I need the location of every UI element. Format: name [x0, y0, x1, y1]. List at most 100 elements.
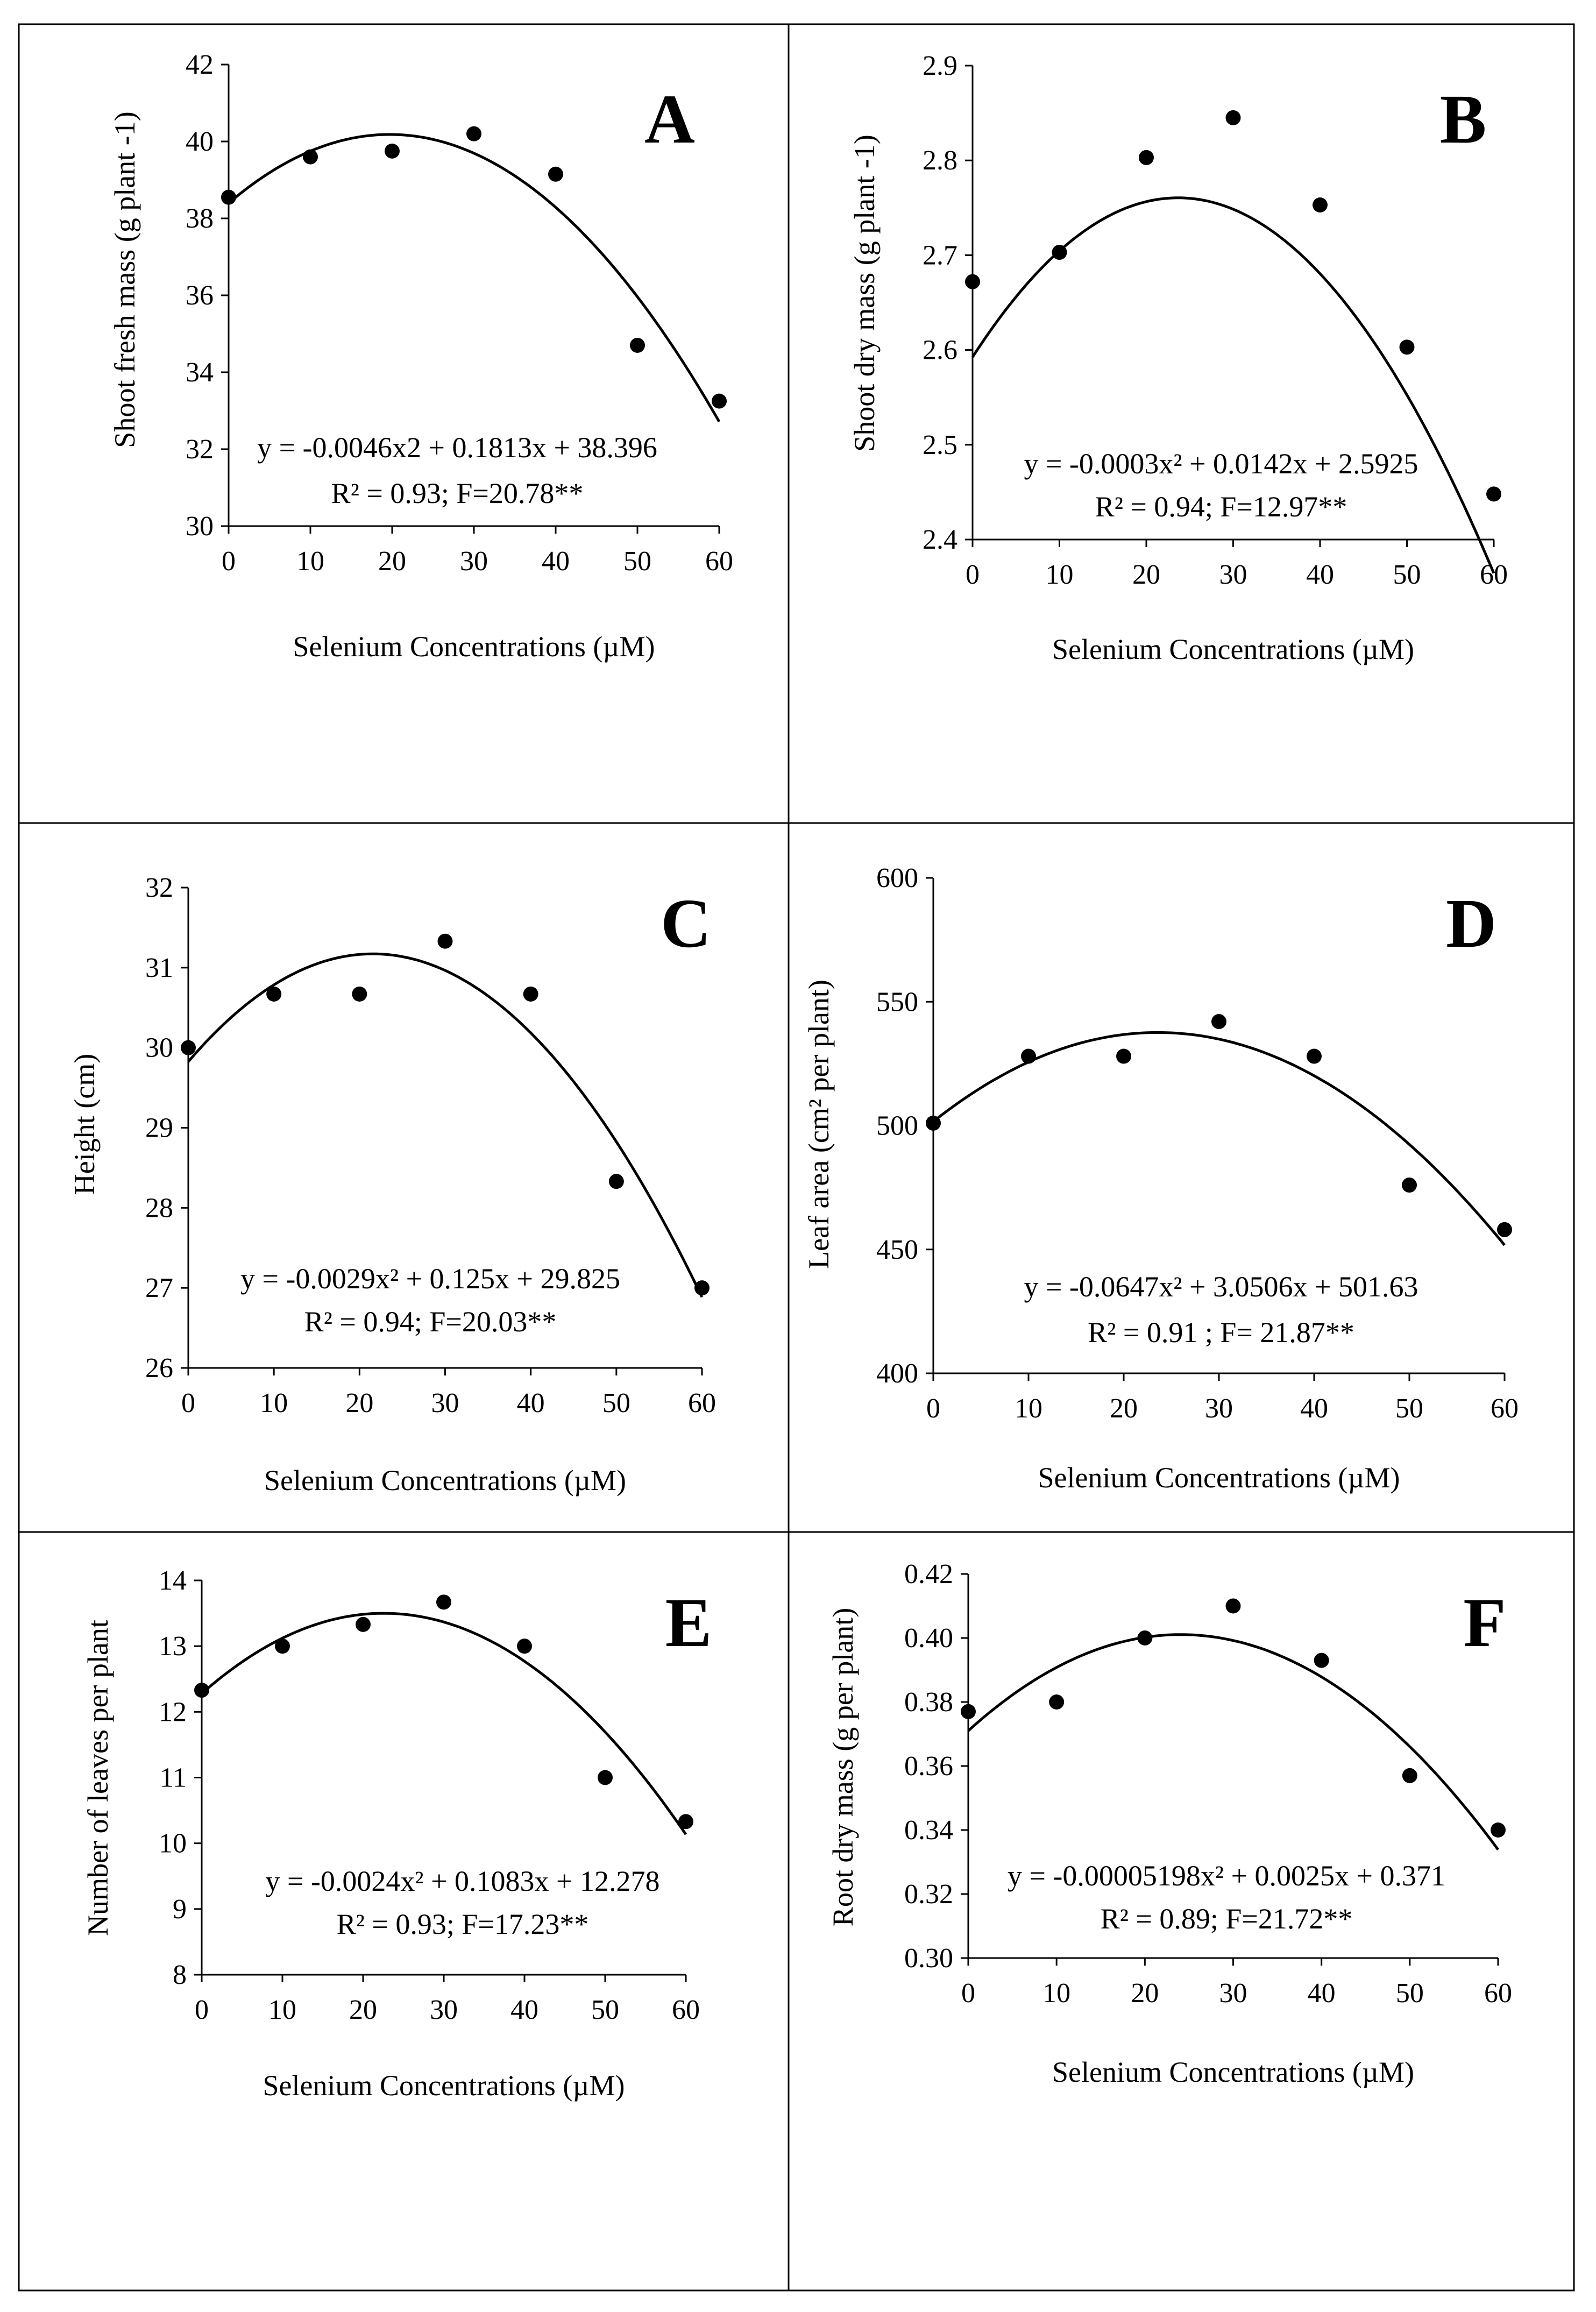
y-axis-title: Shoot dry mass (g plant -1): [848, 134, 881, 451]
y-tick-label: 10: [159, 1828, 187, 1859]
y-axis-title: Leaf area (cm² per plant): [803, 980, 835, 1269]
x-tick-label: 30: [430, 1995, 458, 2025]
data-point: [1049, 1694, 1065, 1710]
y-tick-label: 30: [186, 511, 214, 542]
x-tick-label: 60: [672, 1995, 700, 2025]
data-point: [436, 1594, 451, 1610]
x-axis-title: Selenium Concentrations (µM): [263, 2069, 625, 2102]
data-point: [1052, 245, 1067, 260]
data-point: [1314, 1653, 1329, 1668]
x-axis-title: Selenium Concentrations (µM): [1052, 633, 1414, 665]
y-tick-label: 8: [173, 1960, 187, 1990]
data-point: [1211, 1014, 1226, 1030]
data-point: [608, 1174, 624, 1189]
x-tick-label: 10: [1042, 1978, 1070, 2009]
data-point: [1486, 486, 1501, 502]
trend-curve: [201, 1612, 687, 1835]
y-tick-label: 2.8: [923, 145, 957, 176]
data-point: [1225, 110, 1241, 125]
x-tick-label: 0: [195, 1995, 209, 2025]
y-tick-label: 13: [159, 1631, 187, 1662]
data-point: [275, 1639, 290, 1654]
x-tick-label: 20: [1110, 1393, 1138, 1424]
y-tick-label: 30: [145, 1033, 173, 1063]
y-tick-label: 2.4: [923, 524, 957, 555]
data-point: [1402, 1768, 1417, 1783]
regression-equation: y = -0.0024x² + 0.1083x + 12.278: [265, 1865, 659, 1897]
data-point: [712, 393, 727, 409]
regression-stats: R² = 0.94; F=12.97**: [1095, 491, 1347, 523]
y-axis-title: Shoot fresh mass (g plant -1): [109, 111, 141, 448]
y-tick-label: 2.7: [923, 240, 957, 271]
data-point: [678, 1814, 693, 1829]
y-tick-label: 0.40: [904, 1623, 953, 1654]
data-point: [194, 1683, 209, 1698]
x-tick-label: 40: [510, 1995, 538, 2025]
data-point: [523, 986, 538, 1002]
x-tick-label: 60: [688, 1388, 716, 1419]
regression-stats: R² = 0.93; F=17.23**: [337, 1908, 589, 1940]
chart-panel-f: 0.30 0.32 0.34 0.36 0.38 0.40 0.42 0 10 20 30 40 50 6…: [827, 1559, 1512, 2088]
charts: 30 32 34 36 38 40 42 0 10 20 30 40 50 60 Shoot fresh m…: [68, 49, 1519, 2102]
y-tick-label: 31: [145, 953, 173, 983]
y-tick-label: 36: [186, 280, 214, 311]
data-point: [437, 933, 453, 949]
y-tick-label: 600: [876, 863, 918, 893]
y-tick-label: 0.34: [904, 1815, 953, 1846]
y-tick-label: 29: [145, 1113, 173, 1144]
x-tick-label: 10: [1046, 559, 1074, 590]
x-tick-label: 0: [966, 559, 980, 590]
x-tick-label: 30: [460, 546, 488, 577]
panel-letter: A: [644, 81, 695, 158]
data-point: [1021, 1048, 1036, 1064]
chart-panel-c: 26 27 28 29 30 31 32 0 10 20 30 40 50 60 Height (cm) Se…: [68, 873, 716, 1497]
y-tick-label: 34: [186, 357, 214, 388]
y-tick-label: 38: [186, 203, 214, 234]
x-tick-label: 40: [542, 546, 570, 577]
x-axis-title: Selenium Concentrations (µM): [264, 1464, 626, 1497]
y-tick-label: 42: [186, 49, 214, 80]
panel-letter: E: [665, 1584, 712, 1662]
y-tick-label: 26: [145, 1353, 173, 1384]
x-tick-label: 20: [1132, 559, 1160, 590]
y-tick-label: 2.9: [923, 51, 957, 81]
y-tick-label: 0.32: [904, 1879, 953, 1910]
data-point: [181, 1040, 196, 1055]
trend-curve: [187, 952, 704, 1298]
regression-equation: y = -0.0046x2 + 0.1813x + 38.396: [257, 431, 657, 464]
x-tick-label: 10: [268, 1995, 296, 2025]
x-tick-label: 20: [1131, 1978, 1159, 2009]
data-point: [961, 1704, 976, 1719]
x-axis-title: Selenium Concentrations (µM): [1038, 1462, 1400, 1494]
data-point: [221, 189, 236, 205]
x-tick-label: 40: [517, 1388, 545, 1419]
y-tick-label: 550: [876, 987, 918, 1017]
x-tick-label: 30: [431, 1388, 459, 1419]
x-tick-label: 20: [349, 1995, 377, 2025]
x-tick-label: 20: [345, 1388, 373, 1419]
data-point: [303, 149, 318, 165]
x-tick-label: 50: [623, 546, 651, 577]
y-axis-title: Number of leaves per plant: [82, 1620, 114, 1936]
regression-equation: y = -0.0647x² + 3.0506x + 501.63: [1024, 1271, 1418, 1303]
x-tick-label: 50: [602, 1388, 630, 1419]
x-tick-label: 50: [1396, 1978, 1424, 2009]
y-tick-label: 32: [145, 873, 173, 903]
panel-letter: D: [1446, 885, 1496, 962]
regression-equation: y = -0.0029x² + 0.125x + 29.825: [240, 1263, 620, 1295]
data-point: [1225, 1598, 1241, 1614]
y-tick-label: 32: [186, 434, 214, 465]
y-tick-label: 40: [186, 126, 214, 157]
x-tick-label: 60: [1480, 559, 1508, 590]
x-tick-label: 50: [1395, 1393, 1423, 1424]
y-tick-label: 9: [173, 1894, 187, 1925]
data-point: [466, 126, 481, 141]
x-tick-label: 50: [1393, 559, 1421, 590]
x-tick-label: 50: [591, 1995, 619, 2025]
x-tick-label: 20: [378, 546, 406, 577]
data-point: [266, 986, 282, 1002]
regression-stats: R² = 0.94; F=20.03**: [304, 1306, 557, 1338]
x-tick-label: 30: [1219, 559, 1247, 590]
y-tick-label: 0.30: [904, 1943, 953, 1974]
